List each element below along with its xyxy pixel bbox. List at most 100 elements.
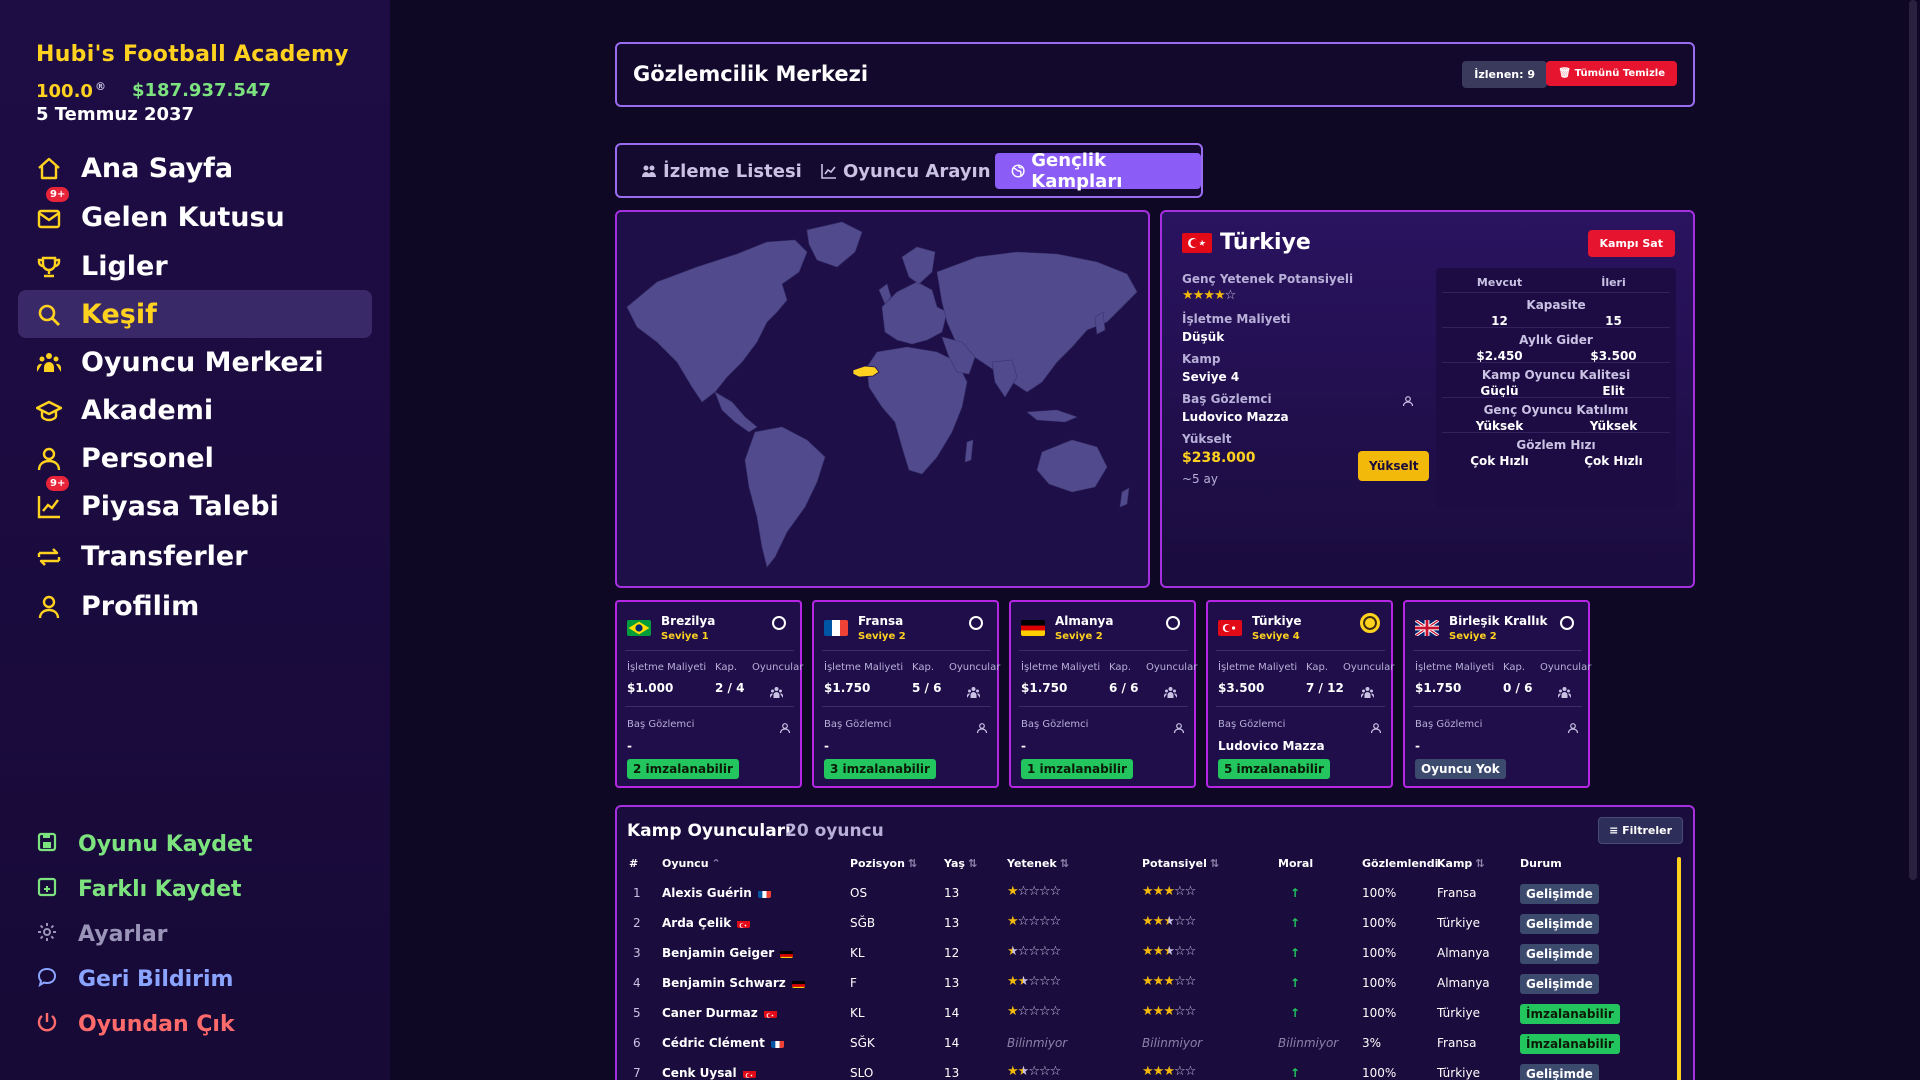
camp-select-radio[interactable] [1166, 616, 1180, 630]
sidebar-item-label: Transferler [81, 540, 248, 572]
camp-level: Seviye 2 [1055, 631, 1103, 642]
col-age[interactable]: Yaş ⇅ [944, 857, 978, 870]
table-row[interactable]: 4 Benjamin Schwarz F 13 ★★☆☆☆ ★★★☆☆ ↑ 100% Alman… [627, 969, 1657, 999]
flag-tr-icon [1218, 620, 1242, 636]
divider [1413, 650, 1582, 651]
menu-feedback[interactable]: Geri Bildirim [36, 963, 233, 995]
map-middle-east [941, 336, 976, 375]
tab-player-search[interactable]: Oyuncu Arayın [817, 153, 995, 189]
head-scout-label: Baş Gözlemci [1182, 392, 1272, 406]
sidebar-item-profilim[interactable]: Profilim [18, 582, 372, 630]
assign-scout-icon[interactable] [779, 719, 791, 734]
row-number: 4 [633, 976, 641, 990]
camp-select-radio[interactable] [1360, 613, 1380, 633]
assign-scout-icon[interactable] [1402, 392, 1414, 407]
sidebar-item-ligler[interactable]: Ligler [18, 242, 372, 290]
map-turkey-highlight[interactable] [852, 365, 880, 378]
player-name: Arda Çelik [662, 916, 732, 930]
filter-button[interactable]: ≡ Filtreler [1598, 817, 1683, 844]
camp-card-tr[interactable]: Türkiye Seviye 4 İşletme Maliyeti Kap. Oyunc… [1206, 600, 1394, 788]
status-badge: Gelişimde [1520, 884, 1599, 904]
camp-card-br[interactable]: Brezilya Seviye 1 İşletme Maliyeti Kap. Oyun… [615, 600, 803, 788]
upgrade-button[interactable]: Yükselt [1358, 451, 1430, 481]
sidebar-item-transferler[interactable]: Transferler [18, 532, 372, 580]
world-map[interactable] [617, 212, 1148, 586]
camp-select-radio[interactable] [772, 616, 786, 630]
sidebar-item-akademi[interactable]: Akademi [18, 386, 372, 434]
users-icon [36, 350, 62, 376]
page-scrollbar[interactable] [1906, 0, 1920, 1080]
world-map-panel [615, 210, 1150, 588]
capacity-value: 6 / 6 [1109, 681, 1139, 695]
page-scrollbar-thumb[interactable] [1909, 0, 1917, 880]
status-badge: Gelişimde [1520, 974, 1599, 994]
sidebar-item-oyuncu-merkezi[interactable]: Oyuncu Merkezi [18, 338, 372, 386]
flag-tr-icon [763, 1009, 777, 1018]
compare-current-value: $2.450 [1476, 349, 1523, 363]
clear-all-button[interactable]: 🗑 Tümünü Temizle [1546, 61, 1677, 86]
sidebar-item-personel[interactable]: Personel [18, 434, 372, 482]
table-row[interactable]: 5 Caner Durmaz KL 14 ★☆☆☆☆ ★★★☆☆ ↑ 100% Türkiye İ… [627, 999, 1657, 1029]
players-icon[interactable] [1558, 683, 1571, 698]
globe-icon [1011, 164, 1025, 178]
camp-select-radio[interactable] [1560, 616, 1574, 630]
assign-scout-icon[interactable] [1370, 719, 1382, 734]
player-name-cell[interactable]: Caner Durmaz [662, 1006, 777, 1020]
player-name-cell[interactable]: Benjamin Geiger [662, 946, 794, 960]
table-row[interactable]: 2 Arda Çelik SĞB 13 ★☆☆☆☆ ★★★☆☆ ↑ 100% Türkiye Ge… [627, 909, 1657, 939]
players-icon[interactable] [967, 683, 980, 698]
search-icon [36, 302, 62, 328]
player-name-cell[interactable]: Alexis Guérin [662, 886, 771, 900]
col-skill[interactable]: Yetenek ⇅ [1007, 857, 1069, 870]
sidebar-item-piyasa-talebi[interactable]: 9+ Piyasa Talebi [18, 476, 372, 530]
menu-label: Oyundan Çık [78, 1011, 235, 1037]
assign-scout-icon[interactable] [1567, 719, 1579, 734]
player-name-cell[interactable]: Benjamin Schwarz [662, 976, 805, 990]
table-scrollbar[interactable] [1677, 857, 1681, 1080]
col-potential[interactable]: Potansiyel ⇅ [1142, 857, 1220, 870]
tab-watchlist[interactable]: İzleme Listesi [637, 153, 806, 189]
players-icon[interactable] [1164, 683, 1177, 698]
row-number: 7 [633, 1066, 641, 1080]
table-row[interactable]: 3 Benjamin Geiger KL 12 ★☆☆☆☆ ★★★☆☆ ↑ 100% Alman… [627, 939, 1657, 969]
menu-save-as[interactable]: Farklı Kaydet [36, 873, 242, 905]
players-icon[interactable] [1361, 683, 1374, 698]
tab-youth-camps[interactable]: Gençlik Kampları [995, 150, 1201, 192]
row-number: 3 [633, 946, 641, 960]
cost-value: $3.500 [1218, 681, 1265, 695]
sidebar-item-ana-sayfa[interactable]: Ana Sayfa [18, 144, 372, 192]
head-scout-value: Ludovico Mazza [1218, 739, 1325, 753]
col-player[interactable]: Oyuncu ⌃ [662, 857, 721, 870]
notification-badge: 9+ [46, 476, 70, 491]
position: SĞK [850, 1036, 875, 1050]
save-icon [36, 831, 58, 857]
menu-gear[interactable]: Ayarlar [36, 918, 168, 950]
sidebar-item-ke-if[interactable]: Keşif [18, 290, 372, 338]
player-name-cell[interactable]: Cédric Clément [662, 1036, 784, 1050]
players-icon[interactable] [770, 683, 783, 698]
camp-card-fr[interactable]: Fransa Seviye 2 İşletme Maliyeti Kap. Oyuncu… [812, 600, 1000, 788]
camp-card-gb[interactable]: Birleşik Krallık Seviye 2 İşletme Maliyeti… [1403, 600, 1591, 788]
col-camp[interactable]: Kamp ⇅ [1437, 857, 1485, 870]
table-row[interactable]: 1 Alexis Guérin OS 13 ★☆☆☆☆ ★★★☆☆ ↑ 100% Fransa G… [627, 879, 1657, 909]
compare-current-value: Çok Hızlı [1470, 454, 1529, 468]
inbox-icon [36, 205, 62, 231]
head-scout-label: Baş Gözlemci [1415, 719, 1483, 730]
sort-icon: ⇅ [967, 857, 978, 870]
camp-select-radio[interactable] [969, 616, 983, 630]
flag-tr-icon [742, 1069, 756, 1078]
assign-scout-icon[interactable] [976, 719, 988, 734]
menu-save[interactable]: Oyunu Kaydet [36, 828, 252, 860]
menu-power[interactable]: Oyundan Çık [36, 1008, 235, 1040]
sidebar-item-gelen-kutusu[interactable]: 9+ Gelen Kutusu [18, 187, 372, 241]
player-name-cell[interactable]: Arda Çelik [662, 916, 751, 930]
player-name-cell[interactable]: Cenk Uysal [662, 1066, 756, 1080]
camp-card-de[interactable]: Almanya Seviye 2 İşletme Maliyeti Kap. Oyunc… [1009, 600, 1197, 788]
sell-camp-button[interactable]: Kampı Sat [1587, 230, 1675, 257]
potential-stars: ★★★☆☆ [1142, 974, 1196, 989]
table-row[interactable]: 7 Cenk Uysal SLO 13 ★★☆☆☆ ★★★☆☆ ↑ 100% Türkiye Ge… [627, 1059, 1657, 1080]
table-row[interactable]: 6 Cédric Clément SĞK 14 Bilinmiyor Bilinmiyor… [627, 1029, 1657, 1059]
capacity-value: 5 / 6 [912, 681, 942, 695]
col-position[interactable]: Pozisyon ⇅ [850, 857, 918, 870]
assign-scout-icon[interactable] [1173, 719, 1185, 734]
